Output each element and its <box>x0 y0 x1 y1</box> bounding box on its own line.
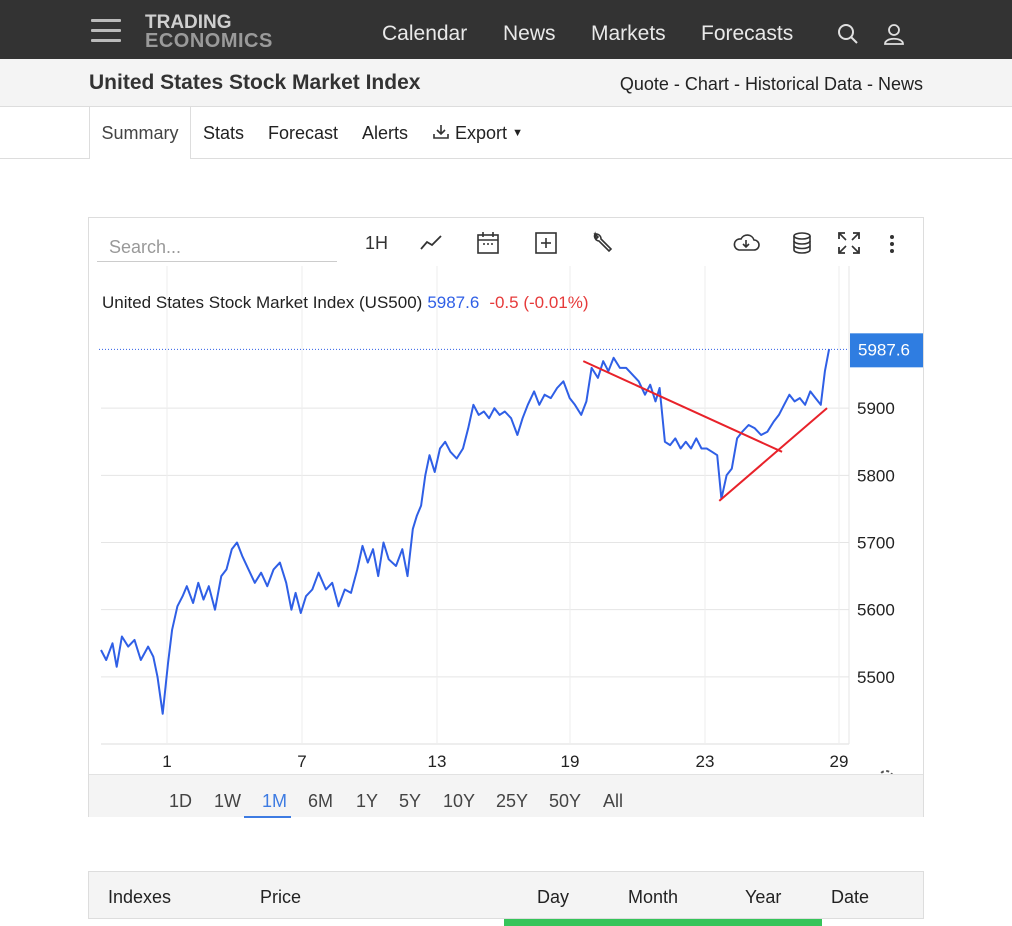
database-icon[interactable] <box>791 230 813 256</box>
y-tick-label: 5700 <box>857 534 895 553</box>
column-header-price[interactable]: Price <box>260 887 302 907</box>
range-10y[interactable]: 10Y <box>443 791 476 811</box>
chart-type-line-icon[interactable] <box>419 230 445 256</box>
performance-bar <box>504 919 822 926</box>
tab-alerts[interactable]: Alerts <box>362 123 409 143</box>
chart-card: 1H United States Stock Market Index (US5… <box>88 217 924 818</box>
column-header-indexes[interactable]: Indexes <box>108 887 172 907</box>
caret-down-icon: ▼ <box>512 127 523 139</box>
link-separator: - <box>728 74 745 94</box>
trend-line[interactable] <box>582 360 783 453</box>
page-header: United States Stock Market Index Quote -… <box>0 59 1012 107</box>
more-options-icon[interactable] <box>884 230 900 256</box>
download-icon <box>433 125 449 139</box>
range-1y[interactable]: 1Y <box>356 791 379 811</box>
user-icon[interactable] <box>882 22 906 51</box>
trend-lines <box>582 360 828 502</box>
y-axis-labels: 5500 5600 5700 5800 5900 <box>857 399 895 687</box>
nav-forecasts[interactable]: Forecasts <box>701 22 794 45</box>
nav-calendar[interactable]: Calendar <box>382 22 468 45</box>
chart-current-price: 5987.6 <box>427 293 479 312</box>
y-tick-label: 5900 <box>857 399 895 418</box>
range-1w[interactable]: 1W <box>214 791 241 811</box>
cloud-download-icon[interactable] <box>731 230 761 256</box>
interval-selector[interactable]: 1H <box>365 233 389 253</box>
link-chart[interactable]: Chart <box>684 74 729 94</box>
x-tick-label: 19 <box>561 752 580 771</box>
column-header-year[interactable]: Year <box>745 887 782 907</box>
column-header-day[interactable]: Day <box>537 887 570 907</box>
y-tick-label: 5800 <box>857 466 895 485</box>
indexes-table-header: Indexes Price Day Month Year Date <box>88 871 924 919</box>
range-25y[interactable]: 25Y <box>496 791 529 811</box>
column-header-month[interactable]: Month <box>628 887 679 907</box>
trend-line[interactable] <box>718 407 828 502</box>
export-label: Export <box>455 123 508 143</box>
page-title: United States Stock Market Index <box>89 71 421 94</box>
chart-grid <box>101 266 850 745</box>
link-separator: - <box>668 74 685 94</box>
link-news[interactable]: News <box>877 74 923 94</box>
add-indicator-icon[interactable] <box>533 230 559 256</box>
y-tick-label: 5600 <box>857 601 895 620</box>
active-range-underline <box>244 816 291 818</box>
range-6m[interactable]: 6M <box>308 791 334 811</box>
tab-forecast[interactable]: Forecast <box>268 123 339 143</box>
price-series-line <box>100 348 831 715</box>
top-navigation-bar: TRADING ECONOMICS Calendar News Markets … <box>0 0 1012 59</box>
x-tick-label: 23 <box>696 752 715 771</box>
quick-links: Quote - Chart - Historical Data - News <box>620 74 923 95</box>
fullscreen-icon[interactable] <box>836 230 862 256</box>
price-chart[interactable]: United States Stock Market Index (US500)… <box>89 266 923 774</box>
chart-price-change: -0.5 (-0.01%) <box>489 293 588 312</box>
x-tick-label: 29 <box>830 752 849 771</box>
section-tabs: Summary Stats Forecast Alerts Export ▼ <box>0 107 1012 159</box>
brand-logo[interactable]: TRADING ECONOMICS <box>145 12 273 52</box>
search-icon[interactable] <box>836 22 860 51</box>
link-quote[interactable]: Quote <box>619 74 669 94</box>
x-tick-label: 1 <box>162 752 171 771</box>
drawing-tools-wrench-icon[interactable] <box>589 230 615 256</box>
range-5y[interactable]: 5Y <box>399 791 422 811</box>
x-tick-label: 13 <box>428 752 447 771</box>
nav-markets[interactable]: Markets <box>591 22 666 45</box>
tab-stats[interactable]: Stats <box>203 123 245 143</box>
chart-instrument-name: United States Stock Market Index (US500)… <box>102 293 589 312</box>
range-all[interactable]: All <box>603 791 624 811</box>
brand-logo-line2: ECONOMICS <box>145 30 273 52</box>
nav-news[interactable]: News <box>503 22 556 45</box>
chart-instrument-label: United States Stock Market Index (US500) <box>102 293 422 312</box>
x-tick-label: 7 <box>297 752 306 771</box>
range-selector: 1D 1W 1M 6M 1Y 5Y 10Y 25Y 50Y All <box>89 774 923 818</box>
y-tick-label: 5500 <box>857 668 895 687</box>
range-1m[interactable]: 1M <box>262 791 288 811</box>
calendar-icon[interactable] <box>475 230 501 256</box>
symbol-search-input[interactable] <box>97 234 337 262</box>
x-axis-labels: 1 7 13 19 23 29 <box>162 752 848 771</box>
column-header-date[interactable]: Date <box>831 887 870 907</box>
menu-icon[interactable] <box>91 19 121 43</box>
link-historical-data[interactable]: Historical Data <box>744 74 862 94</box>
range-50y[interactable]: 50Y <box>549 791 582 811</box>
link-separator: - <box>861 74 878 94</box>
tab-export[interactable]: Export ▼ <box>432 123 523 144</box>
brand-logo-line1: TRADING <box>145 12 232 33</box>
range-1d[interactable]: 1D <box>169 791 193 811</box>
last-price-badge-text: 5987.6 <box>858 340 910 359</box>
tab-summary[interactable]: Summary <box>89 107 191 159</box>
last-price-badge: 5987.6 <box>850 333 923 368</box>
